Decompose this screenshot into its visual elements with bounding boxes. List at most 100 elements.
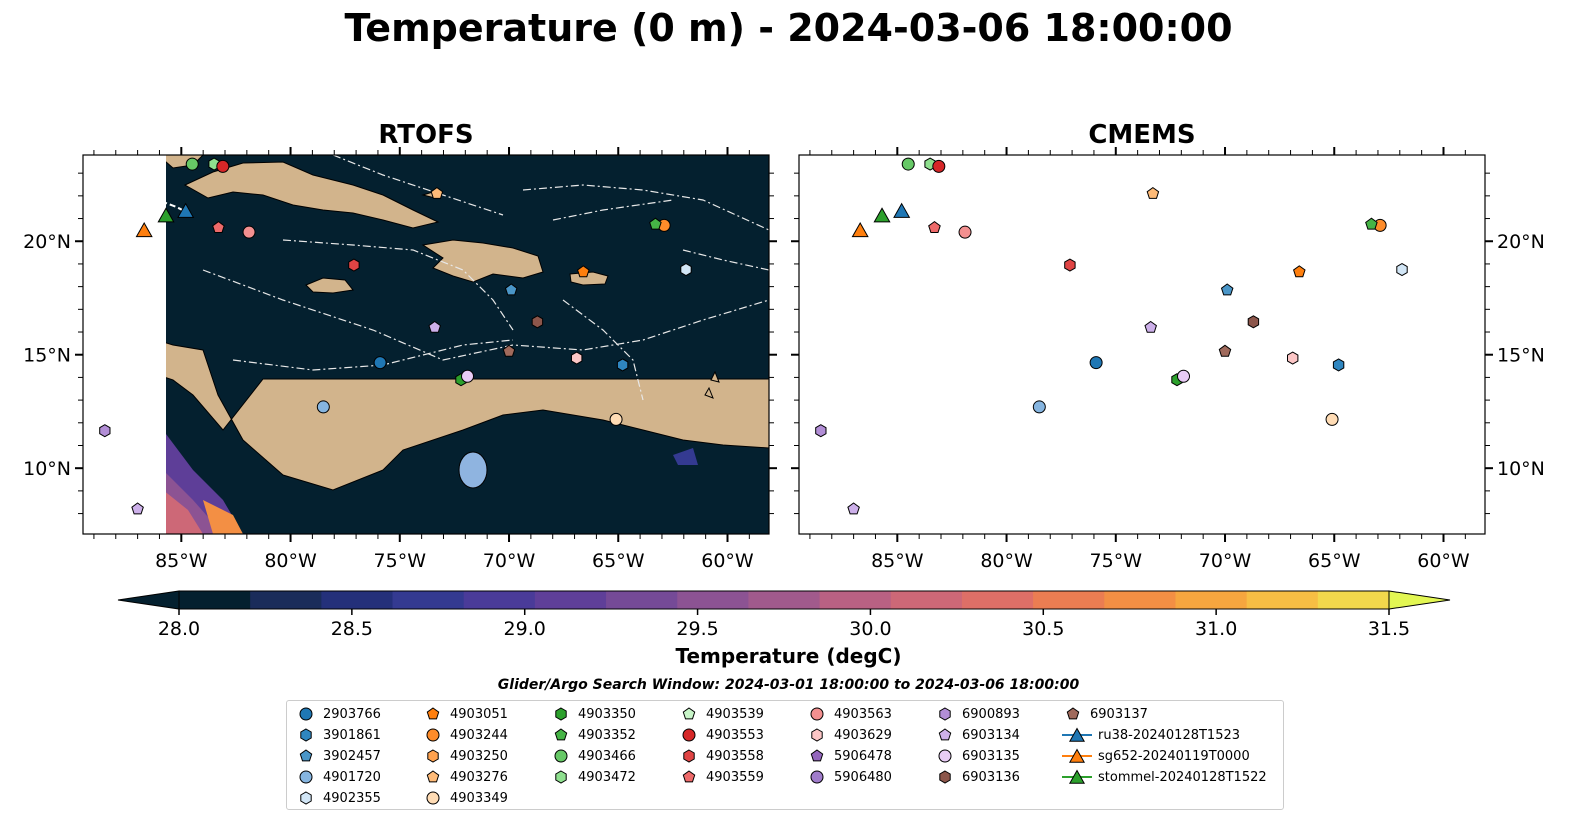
land-left — [166, 155, 770, 491]
legend-item: 4903276 — [422, 767, 508, 787]
marker-6903137 — [502, 344, 516, 357]
colorbar-segment — [321, 591, 394, 609]
legend-item: 4903472 — [550, 767, 636, 787]
legend-marker — [939, 707, 951, 721]
legend-marker — [300, 791, 312, 805]
legend-label: stommel-20240128T1522 — [1098, 769, 1267, 785]
legend-item: 4903350 — [550, 704, 636, 724]
colorbar-label: Temperature (degC) — [675, 644, 902, 668]
marker-4903629 — [571, 351, 583, 365]
legend-label: 4903563 — [834, 706, 892, 722]
panel-title-rtofs: RTOFS — [378, 120, 474, 150]
marker-6903136 — [1247, 315, 1260, 329]
marker-4903352 — [1365, 217, 1378, 230]
colorbar-tick-label: 30.5 — [1022, 618, 1065, 640]
legend-pentagon-icon — [682, 770, 696, 783]
marker-4903051 — [577, 265, 590, 278]
glider-stommel — [873, 207, 891, 223]
figure-title: Temperature (0 m) - 2024-03-06 18:00:00 — [344, 6, 1233, 50]
legend-label: 4903244 — [450, 727, 508, 743]
lon-tick-label: 75°W — [1090, 550, 1143, 572]
panel-title-cmems: CMEMS — [1088, 120, 1196, 150]
legend-circle-icon — [938, 749, 952, 763]
legend-item: 4903244 — [422, 725, 508, 745]
marker-4903553 — [932, 159, 946, 173]
legend-circle-icon — [299, 707, 313, 721]
legend-label: 4903051 — [450, 706, 508, 722]
legend: 2903766 3901861 3902457 4901720 4902355 49030… — [286, 700, 1284, 810]
glider-ru38 — [893, 202, 911, 218]
lat-tick-label: 15°N — [1497, 345, 1545, 367]
colorbar-tick-label: 30.0 — [849, 618, 892, 640]
legend-marker — [427, 749, 439, 763]
lon-tick-label: 75°W — [374, 550, 427, 572]
legend-item: 5906480 — [806, 767, 892, 787]
maps-canvas: 85°W 80°W 75°W 70°W 65°W 60°W 20°N 15°N 10°N 85°W… — [23, 147, 1545, 572]
legend-circle-icon — [682, 728, 696, 742]
legend-item: 4903553 — [678, 725, 764, 745]
legend-item: 4903559 — [678, 767, 764, 787]
colorbar-segment — [1317, 591, 1390, 609]
legend-label: 4901720 — [323, 769, 381, 785]
legend-item: 6903137 — [1062, 704, 1148, 724]
colorbar-segment — [1246, 591, 1319, 609]
legend-item: 6903135 — [934, 746, 1020, 766]
marker-6903134 — [1144, 320, 1157, 333]
marker-3901861 — [1332, 358, 1345, 372]
legend-item: 4903563 — [806, 704, 892, 724]
lon-tick-label: 70°W — [1199, 550, 1252, 572]
legend-marker — [299, 707, 313, 721]
marker-4903559 — [212, 220, 225, 233]
marker-6903135 — [461, 369, 475, 383]
legend-label: 6903137 — [1090, 706, 1148, 722]
marker-6903137 — [1218, 344, 1232, 357]
legend-pentagon-icon — [810, 749, 824, 762]
legend-marker — [682, 770, 696, 783]
legend-marker — [810, 749, 824, 762]
colorbar-tick-label: 28.5 — [330, 618, 373, 640]
legend-hexagon-icon — [300, 728, 312, 742]
legend-label: 4903558 — [706, 748, 764, 764]
legend-pentagon-icon — [1066, 707, 1080, 720]
colorbar-segment — [534, 591, 607, 609]
legend-marker — [426, 791, 440, 805]
lon-tick-label: 65°W — [592, 550, 645, 572]
legend-marker — [682, 707, 696, 720]
legend-label: 6903136 — [962, 769, 1020, 785]
legend-label: 4903276 — [450, 769, 508, 785]
legend-item: 2903766 — [295, 704, 381, 724]
marker-4902355 — [1396, 263, 1408, 277]
legend-triangle-icon — [1062, 748, 1092, 763]
marker-3902457 — [1220, 283, 1234, 296]
legend-label: 4903472 — [578, 769, 636, 785]
legend-label: ru38-20240128T1523 — [1098, 727, 1241, 743]
marker-4903276 — [1146, 186, 1160, 199]
legend-item: 4902355 — [295, 788, 381, 808]
colorbar-segment — [961, 591, 1034, 609]
legend-hexagon-icon — [939, 707, 951, 721]
legend-hexagon-icon — [811, 728, 823, 742]
legend-item: 4903051 — [422, 704, 508, 724]
colorbar-tick-label: 29.5 — [676, 618, 719, 640]
colorbar-frame — [178, 590, 1390, 610]
marker-4902355 — [680, 263, 692, 277]
lon-tick-label: 80°W — [264, 550, 317, 572]
legend-marker — [300, 728, 312, 742]
colorbar-segment — [890, 591, 963, 609]
colorbar-tick-label: 31.0 — [1194, 618, 1238, 640]
marker-4903466 — [901, 157, 915, 171]
marker-6903134 — [428, 320, 441, 333]
legend-label: 3902457 — [323, 748, 381, 764]
legend-label: 3901861 — [323, 727, 381, 743]
colorbar-segment — [1033, 591, 1105, 609]
legend-pentagon-icon — [682, 707, 696, 720]
colorbar-segment — [250, 591, 322, 609]
legend-label: 4903559 — [706, 769, 764, 785]
legend-label: 4903553 — [706, 727, 764, 743]
colorbar-segment — [1104, 591, 1176, 609]
legend-pentagon-icon — [554, 728, 568, 741]
legend-item: 6903134 — [934, 725, 1020, 745]
observations-left — [99, 157, 692, 515]
legend-hexagon-icon — [427, 749, 439, 763]
legend-item: 4903558 — [678, 746, 764, 766]
